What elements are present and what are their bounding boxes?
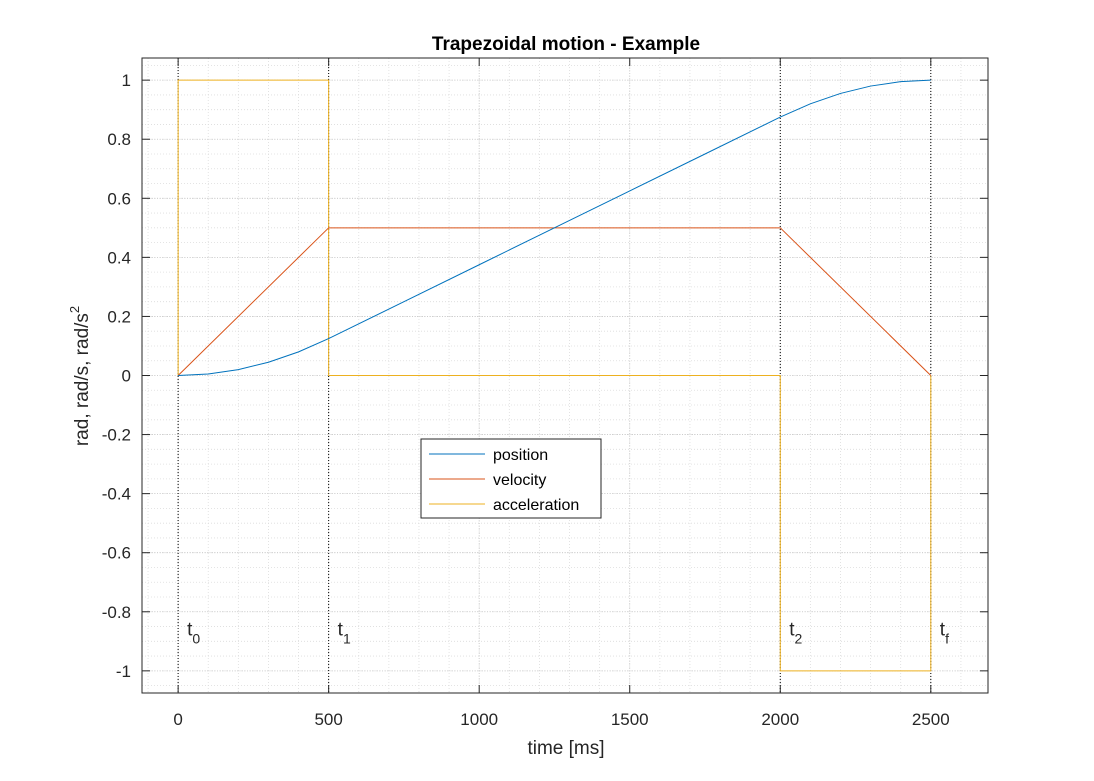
legend-label-acceleration: acceleration [493, 497, 579, 514]
y-tick-label: -0.2 [102, 426, 131, 445]
annotation-subscript: 2 [795, 630, 803, 646]
y-axis-label-base: rad, rad/s, rad/s [72, 313, 93, 446]
y-tick-label: 0.8 [107, 130, 131, 149]
y-tick-label: 0.6 [107, 189, 131, 208]
annotation-t1: t1 [338, 619, 351, 646]
annotation-base: t [940, 619, 946, 640]
x-tick-label: 500 [314, 710, 342, 729]
y-axis-ticks: -1 -0.8 -0.6 -0.4 -0.2 0 0.2 0.4 0.6 0.8 1 [102, 71, 988, 681]
annotation-subscript: 0 [192, 630, 200, 646]
annotation-tf: tf [940, 619, 949, 646]
y-tick-label: 1 [122, 71, 131, 90]
series-line-position [178, 79, 931, 376]
x-tick-label: 2500 [912, 710, 950, 729]
y-axis-label: rad, rad/s, rad/s2 [67, 306, 93, 446]
y-axis-label-superscript: 2 [67, 306, 82, 313]
series-lines [177, 79, 932, 672]
y-tick-label: -0.8 [102, 603, 131, 622]
y-tick-label: 0 [122, 367, 131, 386]
x-axis-label: time [ms] [527, 738, 604, 759]
time-annotations: t0 t1 t2 tf [187, 619, 949, 646]
legend-label-velocity: velocity [493, 472, 546, 489]
annotation-base: t [789, 619, 795, 640]
y-tick-label: -1 [116, 662, 131, 681]
legend-label-position: position [493, 447, 548, 464]
chart-title: Trapezoidal motion - Example [432, 34, 700, 55]
series-line-acceleration [177, 79, 932, 672]
x-axis-ticks: 0 500 1000 1500 2000 2500 [173, 58, 950, 729]
annotation-t2: t2 [789, 619, 802, 646]
x-tick-label: 2000 [761, 710, 799, 729]
annotation-t0: t0 [187, 619, 200, 646]
y-tick-label: 0.4 [107, 248, 131, 267]
x-tick-label: 0 [173, 710, 182, 729]
y-tick-label: -0.6 [102, 544, 131, 563]
annotation-base: t [187, 619, 193, 640]
legend: position velocity acceleration [420, 438, 602, 519]
y-tick-label: 0.2 [107, 307, 131, 326]
annotation-subscript: 1 [343, 630, 351, 646]
x-tick-label: 1000 [460, 710, 498, 729]
annotation-subscript: f [945, 630, 949, 646]
annotation-base: t [338, 619, 344, 640]
x-tick-label: 1500 [611, 710, 649, 729]
y-tick-label: -0.4 [102, 485, 131, 504]
